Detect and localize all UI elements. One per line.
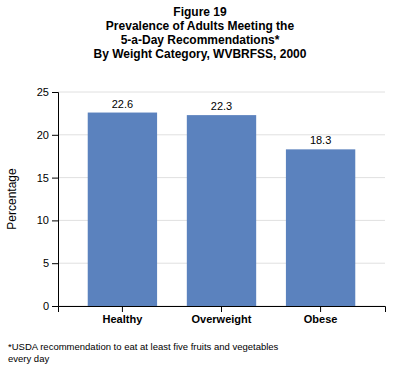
bar	[187, 115, 256, 306]
tick-label: 5	[43, 257, 49, 269]
footnote-line: *USDA recommendation to eat at least fiv…	[8, 341, 279, 352]
tick: 5	[43, 257, 58, 269]
data-label: 22.6	[112, 98, 133, 110]
title: Figure 19Prevalence of Adults Meeting th…	[94, 5, 307, 61]
tick-label: 10	[37, 214, 49, 226]
tick: 20	[37, 129, 58, 141]
footnote-line: every day	[8, 353, 49, 364]
tick-mark	[52, 263, 58, 264]
tick: 0	[43, 300, 58, 312]
tick-mark	[52, 178, 58, 179]
tick: 25	[37, 86, 58, 98]
tick-label: Overweight	[192, 313, 252, 325]
chart: Figure 19Prevalence of Adults Meeting th…	[0, 0, 400, 370]
tick-mark	[52, 220, 58, 221]
tick: 10	[37, 214, 58, 226]
tick-mark	[320, 306, 321, 312]
tick: 15	[37, 172, 58, 184]
title-line: Figure 19	[173, 5, 227, 19]
tick-mark	[52, 306, 58, 307]
tick-label: 15	[37, 172, 49, 184]
tick-mark	[52, 135, 58, 136]
tick-mark	[122, 306, 123, 312]
bar	[88, 113, 157, 306]
tick-label: 20	[37, 129, 49, 141]
data-labels: 22.6 22.3 18.3	[112, 98, 332, 147]
axis-line	[52, 93, 59, 307]
tick: Healthy	[103, 306, 144, 325]
tick-mark	[52, 92, 58, 93]
grid-line	[58, 92, 385, 93]
y-axis-title: Percentage	[5, 168, 19, 230]
tick-label: 0	[43, 300, 49, 312]
grid	[58, 92, 385, 306]
data-label: 22.3	[211, 100, 232, 112]
tick-mark	[221, 306, 222, 312]
bars	[88, 113, 356, 306]
title-line: Prevalence of Adults Meeting the	[106, 19, 295, 33]
plot: 22.6 22.3 18.3 0 5 10 15 20 25 Healthy Overweight O…	[37, 86, 386, 325]
bar	[286, 149, 355, 306]
y-axis: 0 5 10 15 20 25	[37, 86, 59, 312]
tick: Overweight	[192, 306, 252, 325]
data-label: 18.3	[310, 134, 331, 146]
title-line: By Weight Category, WVBRFSS, 2000	[94, 47, 307, 61]
axis-line	[59, 307, 386, 313]
tick: Obese	[304, 306, 338, 325]
footnote: *USDA recommendation to eat at least fiv…	[8, 341, 279, 364]
tick-label: Healthy	[103, 313, 144, 325]
title-line: 5-a-Day Recommendations*	[121, 33, 280, 47]
tick-label: 25	[37, 86, 49, 98]
tick-label: Obese	[304, 313, 338, 325]
x-axis: Healthy Overweight Obese	[59, 306, 386, 325]
